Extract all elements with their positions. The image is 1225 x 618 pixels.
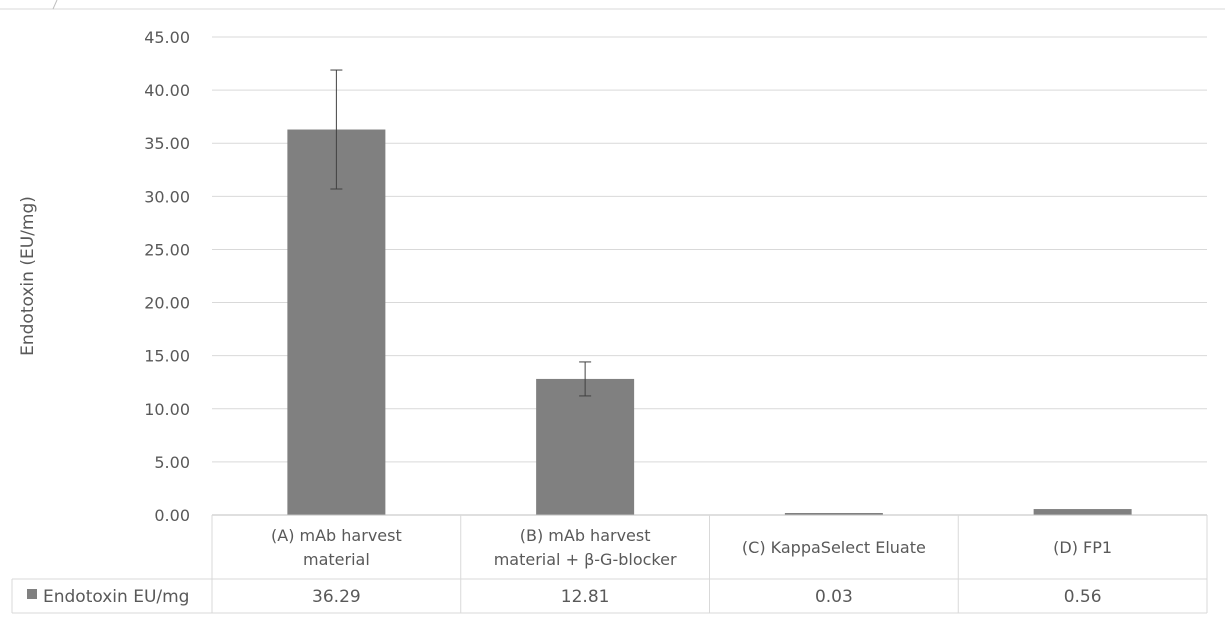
y-tick-label: 45.00 bbox=[144, 28, 190, 47]
legend-label: Endotoxin EU/mg bbox=[43, 587, 189, 607]
y-tick-label: 20.00 bbox=[144, 294, 190, 313]
x-category-label: material bbox=[303, 550, 370, 569]
x-category-label: (B) mAb harvest bbox=[520, 526, 651, 545]
x-category-label: material + β-G-blocker bbox=[494, 550, 677, 569]
data-table-value: 12.81 bbox=[561, 587, 610, 607]
y-axis-ticks: 0.00 5.00 10.00 15.00 20.00 25.00 30.00 35.00 40… bbox=[144, 28, 190, 525]
y-tick-label: 35.00 bbox=[144, 134, 190, 153]
data-table: (A) mAb harvest material 36.29 (B) mAb harv… bbox=[11, 514, 1208, 614]
y-tick-label: 30.00 bbox=[144, 187, 190, 206]
x-category-label: (A) mAb harvest bbox=[271, 526, 402, 545]
y-tick-label: 0.00 bbox=[154, 506, 190, 525]
y-axis-label: Endotoxin (EU/mg) bbox=[18, 196, 38, 356]
bar bbox=[1033, 509, 1132, 515]
x-category-label: (D) FP1 bbox=[1053, 538, 1112, 557]
legend-swatch bbox=[27, 589, 37, 599]
error-bar bbox=[330, 69, 343, 190]
x-category-label: (C) KappaSelect Eluate bbox=[742, 538, 926, 557]
error-bar bbox=[579, 361, 592, 397]
data-table-value: 0.03 bbox=[815, 587, 853, 607]
bars bbox=[287, 129, 1132, 515]
y-tick-label: 15.00 bbox=[144, 347, 190, 366]
y-tick-label: 40.00 bbox=[144, 81, 190, 100]
data-table-value: 0.56 bbox=[1064, 587, 1102, 607]
y-tick-label: 10.00 bbox=[144, 400, 190, 419]
bar bbox=[536, 378, 635, 515]
corner-mark bbox=[52, 0, 58, 10]
bar bbox=[287, 129, 386, 515]
y-tick-label: 25.00 bbox=[144, 240, 190, 259]
y-tick-label: 5.00 bbox=[154, 453, 190, 472]
error-bars bbox=[330, 69, 592, 397]
bar bbox=[784, 513, 883, 515]
data-table-value: 36.29 bbox=[312, 587, 361, 607]
